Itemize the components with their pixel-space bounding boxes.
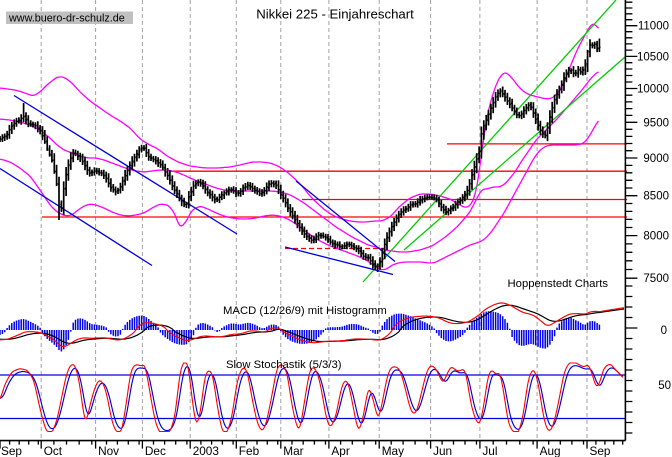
- svg-text:11000: 11000: [638, 21, 669, 33]
- svg-text:8000: 8000: [643, 231, 669, 243]
- svg-text:Hoppenstedt Charts: Hoppenstedt Charts: [508, 278, 609, 290]
- svg-text:10000: 10000: [637, 84, 669, 96]
- svg-text:9000: 9000: [643, 153, 669, 165]
- svg-text:Nov: Nov: [98, 444, 119, 457]
- svg-text:2003: 2003: [193, 444, 220, 457]
- svg-text:Sep: Sep: [1, 444, 22, 457]
- svg-text:Sep: Sep: [590, 444, 611, 457]
- svg-text:May: May: [382, 444, 404, 457]
- svg-text:Jul: Jul: [482, 444, 497, 457]
- svg-text:10500: 10500: [637, 51, 669, 63]
- svg-text:Dec: Dec: [145, 444, 166, 457]
- svg-text:Aug: Aug: [540, 444, 561, 457]
- svg-text:Mar: Mar: [283, 444, 303, 457]
- svg-text:Apr: Apr: [331, 444, 349, 457]
- svg-text:Feb: Feb: [239, 444, 260, 457]
- svg-text:50: 50: [658, 380, 671, 392]
- svg-text:Oct: Oct: [44, 444, 63, 457]
- svg-text:7500: 7500: [643, 273, 669, 285]
- svg-text:0: 0: [661, 325, 667, 337]
- svg-text:Slow Stochastik (5/3/3): Slow Stochastik (5/3/3): [226, 359, 342, 371]
- svg-text:MACD (12/26/9) mit Histogramm: MACD (12/26/9) mit Histogramm: [223, 305, 387, 317]
- svg-text:9500: 9500: [643, 117, 669, 129]
- svg-text:www.buero-dr-schulz.de: www.buero-dr-schulz.de: [8, 13, 125, 25]
- svg-text:Nikkei 225 - Einjahreschart: Nikkei 225 - Einjahreschart: [256, 7, 414, 22]
- svg-text:8500: 8500: [643, 191, 669, 203]
- svg-text:Jun: Jun: [433, 444, 452, 457]
